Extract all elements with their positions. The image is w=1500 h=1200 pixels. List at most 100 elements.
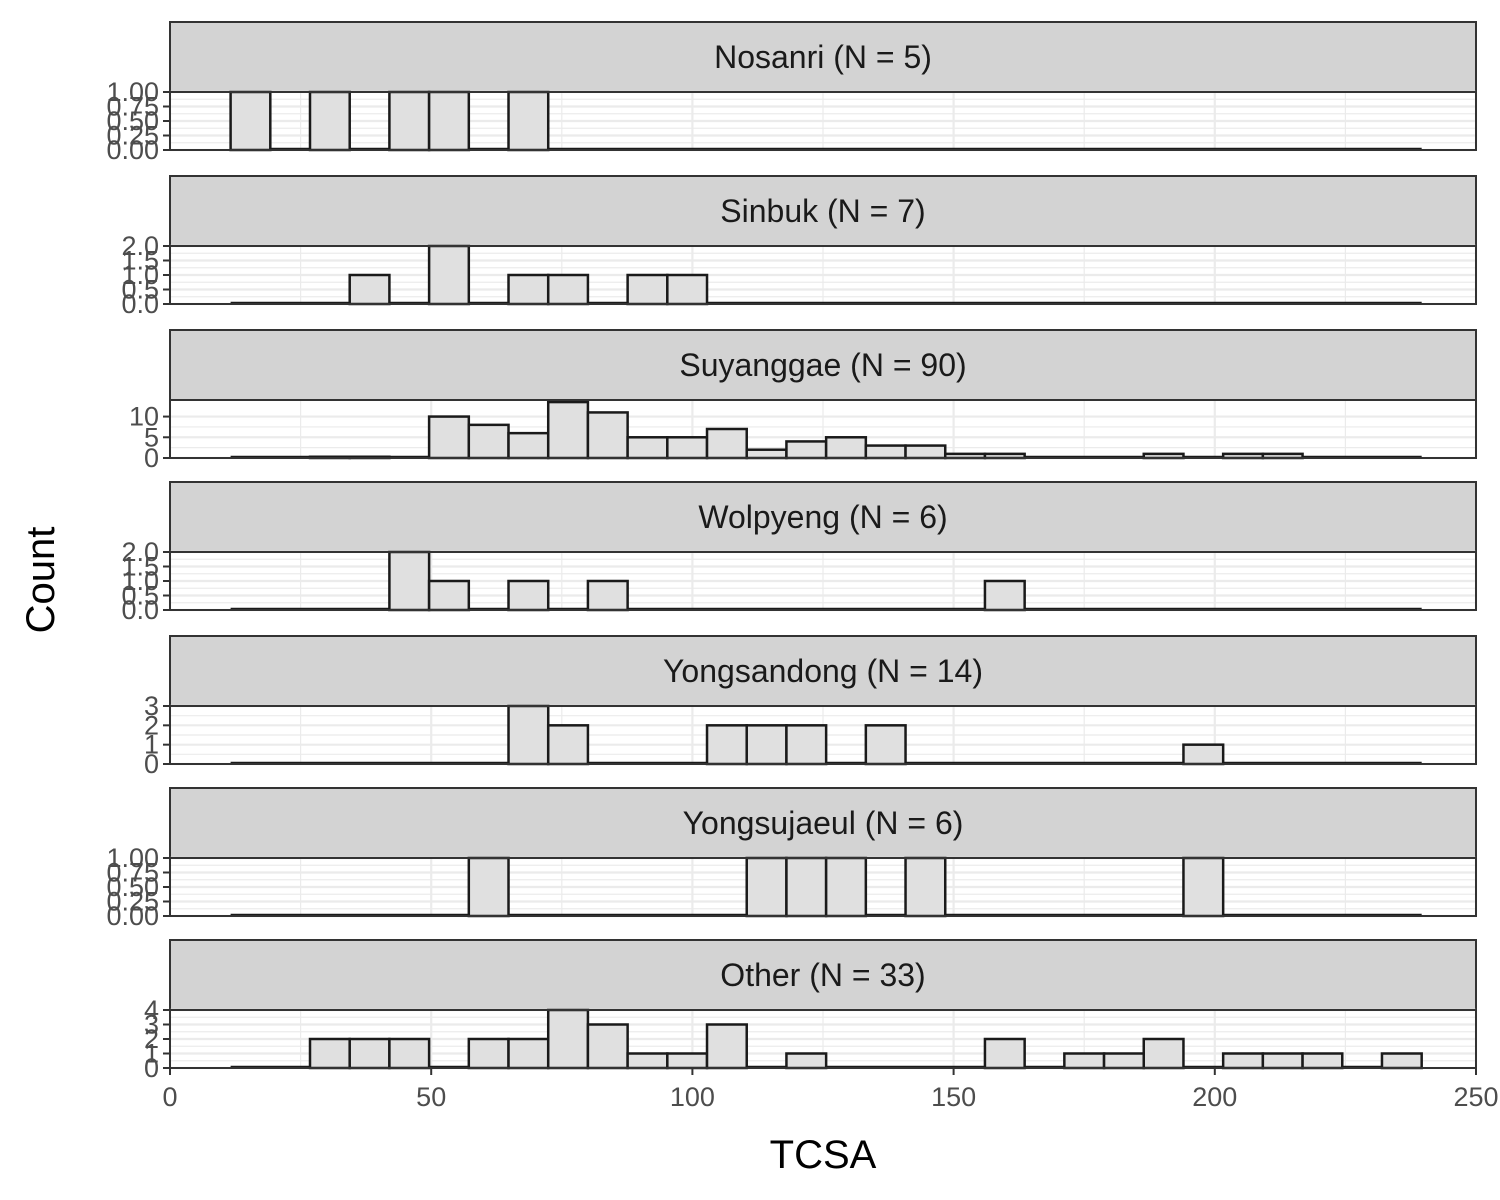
y-tick-label: 0.25 (106, 121, 159, 151)
histogram-bar (546, 1008, 590, 1070)
histogram-bar (308, 90, 351, 152)
histogram-bar (864, 724, 907, 766)
histogram-bar (626, 436, 669, 460)
histogram-bar (348, 1037, 391, 1070)
x-tick-label: 200 (1192, 1082, 1237, 1112)
histogram-bar (229, 90, 272, 152)
histogram-bar (824, 436, 868, 460)
histogram-bar (705, 1023, 748, 1070)
histogram-bar (586, 579, 629, 612)
y-tick-label: 0.75 (106, 92, 159, 122)
histogram-bar (388, 90, 431, 152)
histogram-bar (1380, 1052, 1423, 1070)
facet-strip-label: Nosanri (N = 5) (714, 39, 932, 75)
histogram-bar (904, 856, 947, 918)
histogram-bar (507, 431, 550, 460)
y-tick-label: 0.0 (121, 289, 159, 319)
histogram-bar (1063, 1052, 1106, 1070)
histogram-bar (666, 436, 709, 460)
facet-strip-label: Wolpyeng (N = 6) (698, 499, 947, 535)
y-tick-label: 0 (144, 443, 159, 473)
y-tick-label: 0.00 (106, 901, 159, 931)
histogram-bar (507, 579, 550, 612)
y-tick-label: 1.0 (121, 566, 159, 596)
y-tick-label: 1.0 (121, 260, 159, 290)
histogram-bar (388, 1037, 431, 1070)
histogram-bar (705, 427, 748, 460)
histogram-bar (785, 440, 828, 460)
histogram-bar (983, 1037, 1026, 1070)
y-tick-label: 0.0 (121, 595, 159, 625)
y-tick-label: 1.00 (106, 77, 159, 107)
histogram-bar (388, 550, 431, 612)
y-axis-title: Count (19, 527, 63, 634)
facet-strip-label: Other (N = 33) (720, 957, 925, 993)
histogram-bar (983, 579, 1026, 612)
panel-border (169, 705, 1477, 765)
histogram-bar (745, 724, 788, 766)
facet-strip-label: Yongsujaeul (N = 6) (683, 805, 964, 841)
histogram-bar (904, 444, 947, 460)
x-tick-label: 0 (162, 1082, 177, 1112)
histogram-bar (546, 724, 590, 766)
y-tick-label: 1 (144, 1039, 159, 1069)
facet-strip (169, 481, 1477, 553)
histogram-bar (427, 244, 471, 306)
histogram-bar (785, 724, 828, 766)
histogram-bar (507, 90, 550, 152)
panel-border (169, 399, 1477, 459)
x-tick-label: 150 (931, 1082, 976, 1112)
facet-strip (169, 939, 1477, 1011)
histogram-bar (586, 411, 629, 460)
histogram-bar (507, 704, 550, 766)
y-tick-label: 1.00 (106, 843, 159, 873)
x-tick-label: 50 (416, 1082, 446, 1112)
histogram-bar (785, 1052, 828, 1070)
x-axis-title: TCSA (770, 1133, 877, 1177)
histogram-bar (348, 273, 391, 306)
histogram-bar (1102, 1052, 1146, 1070)
histogram-bar (1182, 856, 1225, 918)
histogram-bar (1301, 1052, 1344, 1070)
y-tick-label: 4 (144, 995, 159, 1025)
histogram-bar (586, 1023, 629, 1070)
histogram-bar (427, 579, 471, 612)
histogram-bar (467, 423, 510, 460)
y-tick-label: 2 (144, 1024, 159, 1054)
y-tick-label: 0.50 (106, 872, 159, 902)
y-tick-label: 1.5 (121, 552, 159, 582)
y-tick-label: 0 (144, 1053, 159, 1083)
histogram-bar (467, 1037, 510, 1070)
histogram-bar (705, 724, 748, 766)
y-tick-label: 3 (144, 1010, 159, 1040)
facet-strip (169, 21, 1477, 93)
histogram-bar (745, 448, 788, 460)
histogram-bar (1142, 1037, 1185, 1070)
histogram-bar (546, 273, 590, 306)
facet-strip-label: Sinbuk (N = 7) (720, 193, 925, 229)
y-tick-label: 0.5 (121, 581, 159, 611)
histogram-bar (785, 856, 828, 918)
histogram-bar (308, 1037, 351, 1070)
y-tick-label: 0 (144, 749, 159, 779)
y-tick-label: 5 (144, 422, 159, 452)
y-tick-label: 1.5 (121, 246, 159, 276)
y-tick-label: 0.00 (106, 135, 159, 165)
histogram-bar (864, 444, 907, 460)
y-tick-label: 2 (144, 710, 159, 740)
histogram-bar (626, 1052, 669, 1070)
histogram-bar (666, 1052, 709, 1070)
histogram-bar (507, 1037, 550, 1070)
histogram-bar (546, 400, 590, 460)
histogram-bar (1221, 1052, 1265, 1070)
facet-strip (169, 175, 1477, 247)
y-tick-label: 0.50 (106, 106, 159, 136)
y-tick-label: 2.0 (121, 537, 159, 567)
y-tick-label: 0.75 (106, 858, 159, 888)
y-tick-label: 10 (129, 402, 159, 432)
histogram-bar (507, 273, 550, 306)
facet-strip (169, 329, 1477, 401)
facet-strip-label: Suyanggae (N = 90) (679, 347, 966, 383)
y-tick-label: 0.25 (106, 887, 159, 917)
